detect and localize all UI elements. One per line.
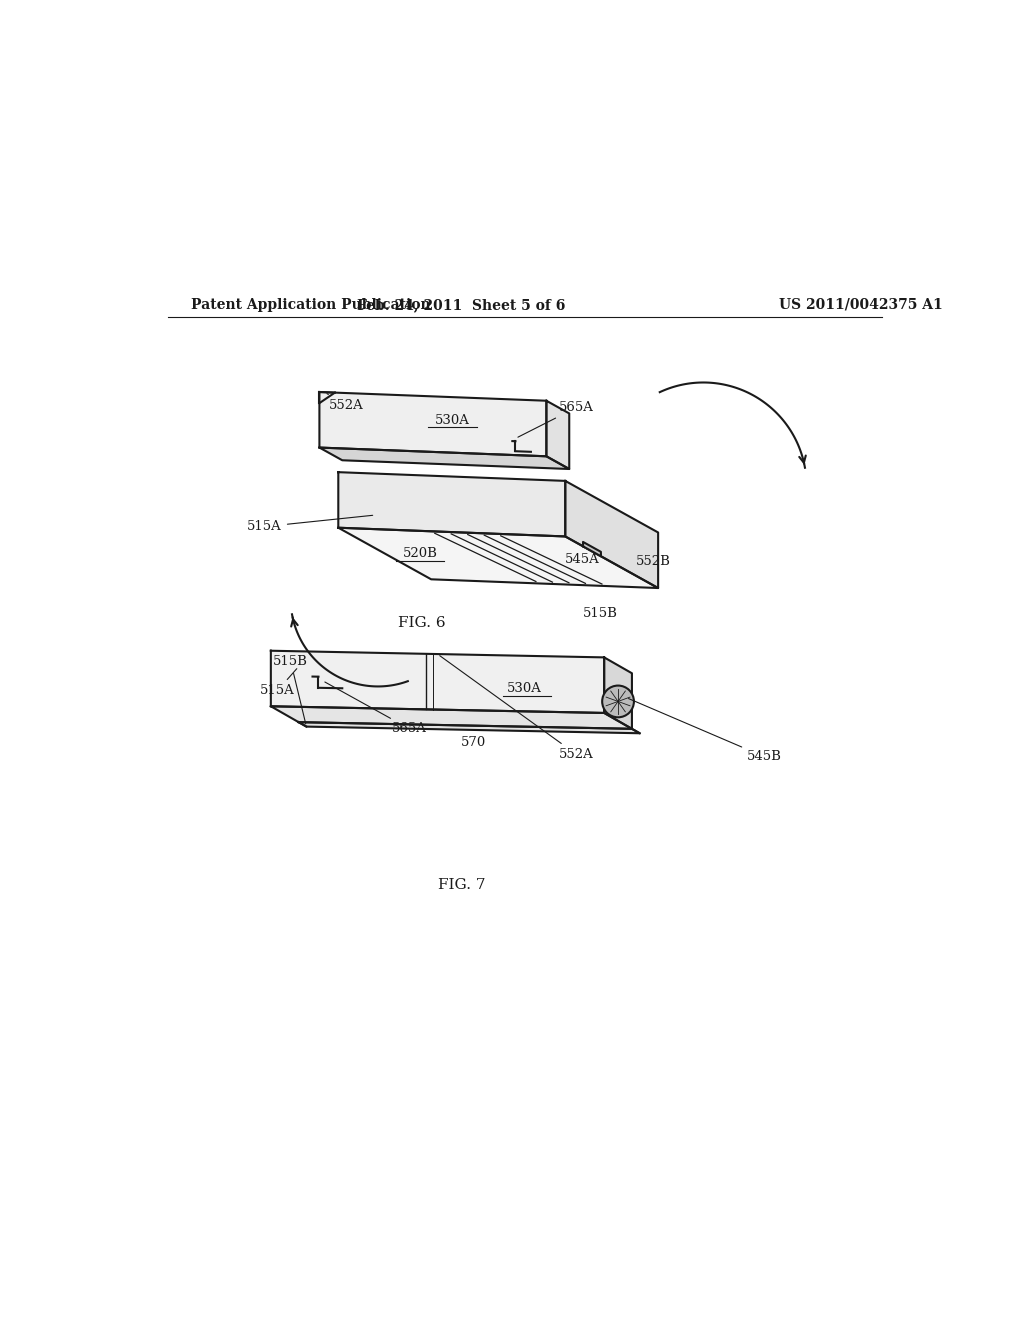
Circle shape — [602, 685, 634, 717]
Text: 530A: 530A — [507, 682, 543, 696]
Text: Patent Application Publication: Patent Application Publication — [191, 298, 431, 312]
Polygon shape — [604, 657, 632, 729]
Polygon shape — [319, 392, 547, 457]
Text: 515B: 515B — [273, 655, 308, 723]
Polygon shape — [338, 528, 658, 587]
Text: 552A: 552A — [327, 393, 364, 412]
Text: 515A: 515A — [247, 515, 373, 533]
Text: Feb. 24, 2011  Sheet 5 of 6: Feb. 24, 2011 Sheet 5 of 6 — [357, 298, 565, 312]
Polygon shape — [583, 543, 601, 556]
Text: 520B: 520B — [402, 546, 437, 560]
Text: 515B: 515B — [583, 607, 617, 620]
Text: FIG. 6: FIG. 6 — [397, 616, 445, 630]
Text: 570: 570 — [461, 737, 485, 750]
Text: 545B: 545B — [629, 698, 782, 763]
Polygon shape — [338, 473, 565, 536]
Polygon shape — [270, 651, 604, 713]
Text: 552B: 552B — [636, 554, 671, 568]
Text: 565A: 565A — [518, 401, 594, 437]
Polygon shape — [319, 447, 569, 469]
Polygon shape — [299, 722, 640, 734]
Text: 515A: 515A — [260, 669, 297, 697]
Text: FIG. 7: FIG. 7 — [437, 878, 485, 892]
Text: 552A: 552A — [439, 656, 594, 760]
Polygon shape — [547, 401, 569, 469]
Text: 565A: 565A — [325, 682, 427, 735]
Text: US 2011/0042375 A1: US 2011/0042375 A1 — [778, 298, 942, 312]
Text: 530A: 530A — [435, 413, 470, 426]
Polygon shape — [270, 706, 632, 729]
Polygon shape — [565, 480, 658, 587]
Text: 545A: 545A — [564, 553, 599, 566]
